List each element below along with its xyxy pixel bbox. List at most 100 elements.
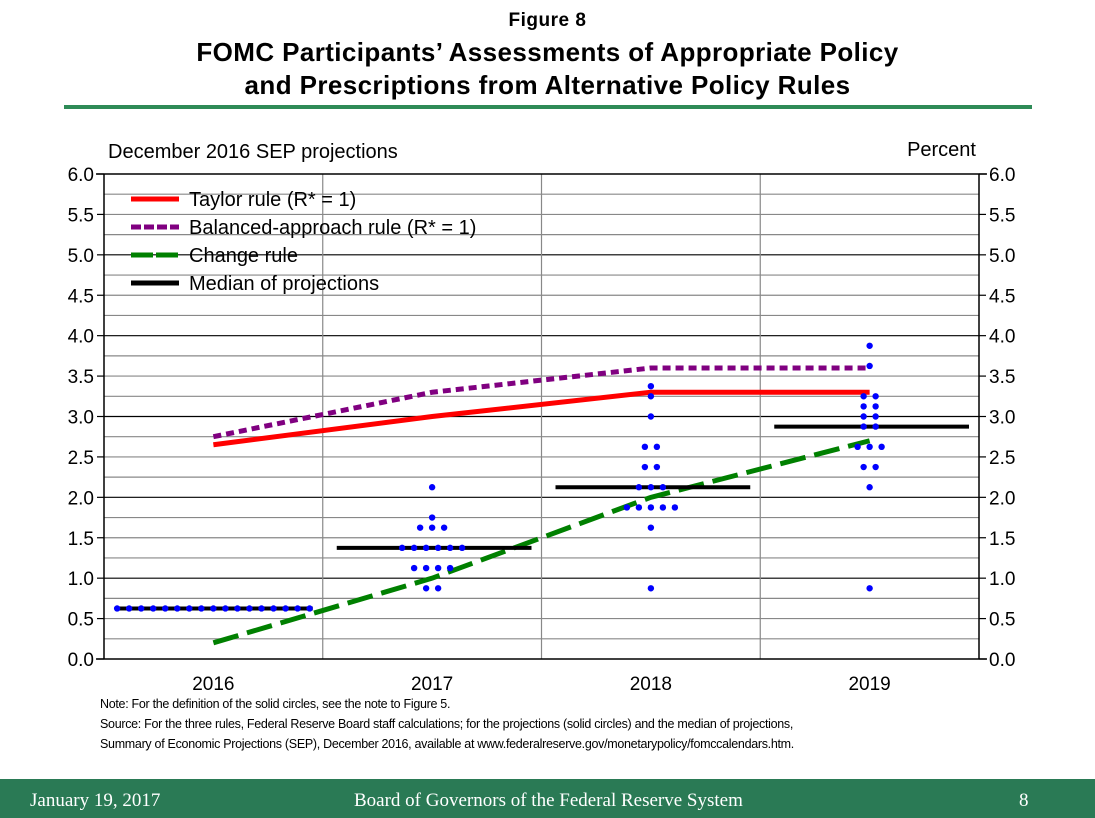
projection-dot [294,605,301,612]
projection-dot [125,605,133,612]
note-text: Note: For the definition of the solid ci… [100,697,451,711]
projection-dots [113,342,885,612]
projection-dot [446,564,454,572]
series-line-change [212,438,871,646]
chart: 0.0 0.0 0.5 0.5 1.0 1.0 1.5 1.5 2.0 2.0 2.5 2.5 3.0 3… [68,139,1016,695]
figure-label: Figure 8 [508,10,587,31]
title-divider [64,105,1032,109]
projection-dot [434,544,442,552]
projection-dot [860,413,867,420]
legend: Taylor rule (R* = 1) Balanced-approach ru… [131,189,476,295]
projection-dot [306,605,313,612]
projection-dot [872,423,879,430]
projection-dot [641,443,649,451]
y-tick-label-right: 2.5 [989,448,1015,469]
projection-dot [458,544,466,552]
projection-dot [434,585,442,592]
projection-dot [210,605,217,612]
projection-dot [635,484,643,491]
projection-dot [866,342,873,349]
projection-dot [866,443,873,451]
y-tick-label-left: 1.5 [68,529,94,550]
projection-dot [860,393,867,400]
y-tick-label-left: 0.5 [68,610,94,631]
y-tick-label-right: 3.0 [989,408,1015,429]
projection-dot [416,524,424,531]
legend-label-change: Change rule [189,245,298,267]
projection-dot [860,403,867,410]
projection-dot [246,605,253,612]
projection-dot [647,393,655,400]
projection-dot [234,605,241,612]
projection-dot [860,463,867,471]
y-tick-label-left: 5.5 [68,205,94,226]
projection-dot [647,484,655,491]
projection-dot [860,423,867,430]
y-tick-label-left: 2.5 [68,448,94,469]
y-tick-label-right: 4.0 [989,327,1015,348]
x-tick-label: 2017 [411,674,453,695]
y-tick-label-left: 1.0 [68,569,94,590]
y-tick-label-left: 4.0 [68,327,94,348]
y-tick-label-right: 4.5 [989,286,1015,307]
projection-dot [446,544,454,552]
footer-organization: Board of Governors of the Federal Reserv… [354,790,743,811]
projection-dot [872,403,879,410]
title-line-2: and Prescriptions from Alternative Polic… [244,70,851,100]
y-tick-label-left: 4.5 [68,286,94,307]
y-tick-label-left: 3.5 [68,367,94,388]
projection-dot [872,413,879,420]
legend-label-median: Median of projections [189,273,379,295]
projection-dot [854,443,861,451]
projection-dot [434,564,442,572]
projection-dot [641,463,649,471]
chart-subtitle: December 2016 SEP projections [108,141,398,163]
projection-dot [647,585,655,592]
y-tick-label-right: 2.0 [989,488,1015,509]
projection-dot [647,504,655,511]
footer-page-number: 8 [1019,790,1029,811]
projection-dot [671,504,679,511]
projection-dot [422,564,430,572]
projection-dot [422,585,430,592]
y-tick-label-right: 1.5 [989,529,1015,550]
source-text-line-2: Summary of Economic Projections (SEP), D… [100,737,794,751]
projection-dot [428,514,436,521]
series-line-taylor [213,389,870,448]
projection-dot [270,605,277,612]
projection-dot [653,443,661,451]
projection-dot [635,504,643,511]
projection-dot [866,484,873,491]
projection-dot [647,413,655,420]
projection-dot [198,605,205,612]
projection-dot [174,605,181,612]
chart-title: FOMC Participants’ Assessments of Approp… [0,36,1095,102]
y-tick-label-left: 6.0 [68,165,94,186]
projection-dot [659,484,667,491]
projection-dot [866,585,873,592]
projection-dot [186,605,193,612]
y-tick-label-right: 0.0 [989,650,1015,671]
projection-dot [162,605,169,612]
projection-dot [422,544,430,552]
y-tick-label-right: 5.5 [989,205,1015,226]
projection-dot [222,605,229,612]
x-tick-label: 2018 [630,674,672,695]
projection-dot [282,605,289,612]
y-tick-label-right: 5.0 [989,246,1015,267]
projection-dot [113,605,121,612]
projection-dot [137,605,145,612]
footer-date: January 19, 2017 [30,790,161,811]
y-tick-label-left: 5.0 [68,246,94,267]
projection-dot [659,504,667,511]
grid [104,174,979,659]
projection-dot [866,362,873,370]
title-line-1: FOMC Participants’ Assessments of Approp… [196,37,899,67]
y-tick-label-left: 0.0 [68,650,94,671]
y-tick-label-left: 3.0 [68,408,94,429]
y-tick-label-right: 0.5 [989,610,1015,631]
legend-label-balanced: Balanced-approach rule (R* = 1) [189,217,476,239]
legend-label-taylor: Taylor rule (R* = 1) [189,189,356,211]
x-tick-label: 2019 [848,674,890,695]
projection-dot [428,524,436,531]
